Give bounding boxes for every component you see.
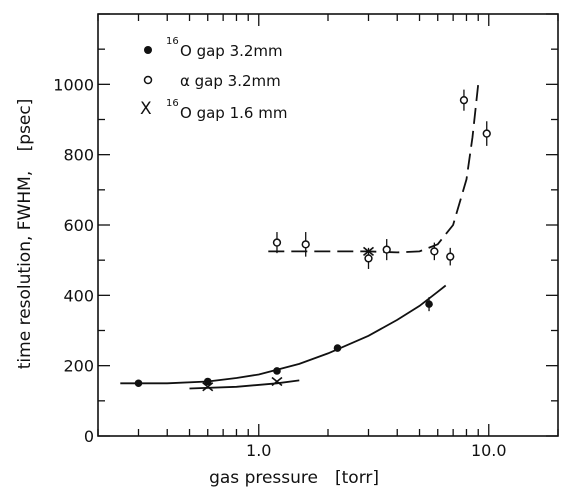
data-point-open: [272, 238, 282, 247]
error-bars: [276, 89, 488, 312]
x-axis-label: gas pressure: [209, 468, 318, 488]
legend-label: O gap 3.2mm: [180, 42, 283, 60]
data-point-open: [482, 129, 491, 138]
y-tick-label: 1000: [53, 75, 94, 94]
x-tick-label: 10.0: [471, 441, 507, 460]
ticks: [97, 13, 559, 437]
fit-curve-series-0: [120, 284, 447, 385]
axes-box: [97, 13, 559, 437]
x-marker-stroke: [363, 246, 375, 256]
y-tick-label: 200: [63, 357, 94, 376]
y-axis-title: time resolution, FWHM, [psec]: [15, 99, 35, 370]
y-axis-unit: [psec]: [15, 99, 35, 152]
x-tick-label: 1.0: [246, 441, 271, 460]
data-point-open: [382, 245, 391, 254]
x-marker-stroke: [271, 376, 283, 387]
data-markers: [134, 96, 491, 392]
data-point-filled: [333, 344, 342, 352]
data-point-filled: [273, 367, 281, 375]
x-axis-title: gas pressure [torr]: [209, 468, 379, 488]
y-tick-label: 400: [63, 286, 94, 305]
fit-curve-series-1: [268, 84, 480, 254]
legend-sup: 16: [166, 98, 179, 109]
legend-item-2: X 16 O gap 1.6 mm: [140, 98, 287, 122]
data-point-open: [364, 254, 373, 263]
y-tick-label: 800: [63, 146, 94, 165]
plot-frame: [97, 13, 559, 437]
legend-sup: 16: [166, 36, 179, 47]
legend-item-0: 16 O gap 3.2mm: [144, 36, 283, 60]
data-point-filled: [134, 379, 143, 388]
legend-marker-open-circle: [143, 75, 153, 85]
fit-curve-series-2: [189, 379, 300, 390]
data-point-open: [430, 247, 439, 256]
data-point-x: [202, 382, 214, 392]
tick-labels: 1.0 10.0 0 200 400 600 800 1000: [53, 75, 506, 460]
data-point-filled: [203, 377, 212, 386]
fit-curves: [120, 84, 480, 390]
legend-label: O gap 1.6 mm: [180, 104, 287, 122]
legend: 16 O gap 3.2mm α gap 3.2mm X 16 O gap 1.…: [140, 36, 287, 122]
data-point-filled: [425, 300, 433, 308]
data-point-open: [446, 252, 455, 261]
legend-item-1: α gap 3.2mm: [143, 72, 281, 90]
y-tick-label: 0: [84, 427, 94, 446]
x-axis-unit: [torr]: [335, 468, 379, 488]
y-axis-label: time resolution, FWHM,: [15, 171, 35, 369]
legend-marker-filled-circle: [144, 46, 152, 54]
legend-label: α gap 3.2mm: [180, 72, 281, 90]
data-point-x: [271, 376, 283, 387]
data-point-open: [301, 240, 310, 249]
data-point-open: [459, 96, 469, 105]
data-point-x: [363, 246, 375, 256]
x-marker-stroke: [202, 382, 214, 392]
y-tick-label: 600: [63, 216, 94, 235]
legend-marker-x: X: [140, 99, 152, 119]
